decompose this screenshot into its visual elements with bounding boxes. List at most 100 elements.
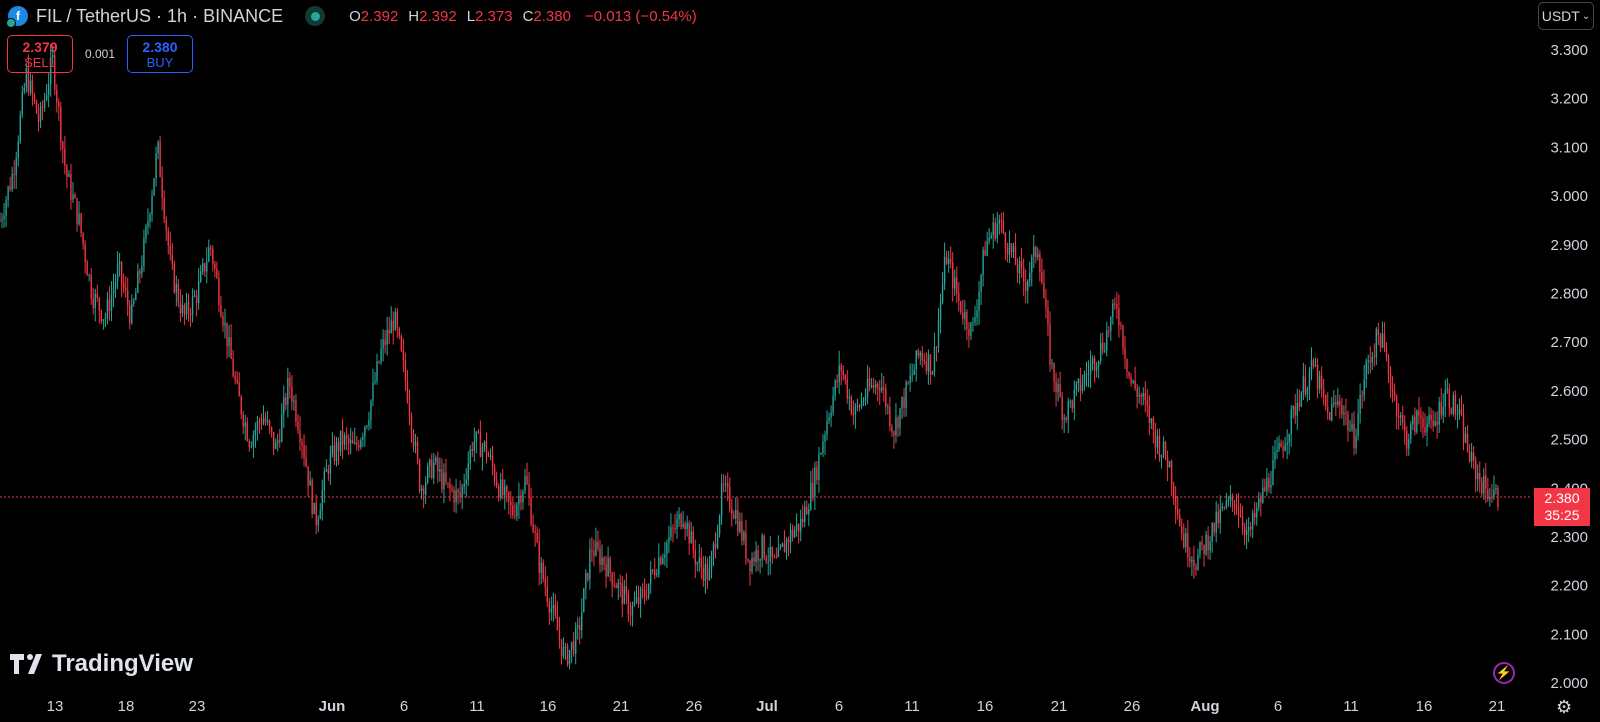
candle-body <box>893 432 895 436</box>
lightning-icon[interactable]: ⚡ <box>1493 662 1515 684</box>
candle-body <box>1355 435 1357 448</box>
candle-body <box>947 259 950 264</box>
candle-body <box>1458 409 1461 415</box>
candle-body <box>1493 489 1495 498</box>
candle-body <box>840 365 842 371</box>
candle-body <box>408 401 411 416</box>
price-axis-label: 3.100 <box>1550 139 1588 156</box>
candle-body <box>260 422 263 424</box>
candle-body <box>617 582 619 589</box>
candle-body <box>583 588 585 613</box>
time-axis[interactable]: 13 18 23 Jun 6 11 16 21 26 Jul 6 11 16 21 26 Aug 6 11 16 21 <box>47 698 1506 715</box>
candle-body <box>688 523 690 544</box>
candle-body <box>1055 381 1057 392</box>
candle-body <box>1193 559 1195 567</box>
candle-body <box>139 270 141 274</box>
candle-body <box>1031 256 1033 273</box>
candle-body <box>451 488 453 491</box>
candle-body <box>1349 429 1351 431</box>
candle-body <box>771 546 773 558</box>
candle-body <box>1491 497 1493 499</box>
candle-body <box>0 220 1 222</box>
candle-body <box>185 301 188 315</box>
candle-body <box>787 539 790 543</box>
candle-body <box>1112 303 1114 318</box>
candle-body <box>242 414 244 427</box>
candle-body <box>1278 443 1280 450</box>
candle-body <box>309 480 311 486</box>
candle-body <box>1442 406 1444 416</box>
tradingview-logo[interactable]: TradingView <box>10 650 193 678</box>
candle-body <box>1481 481 1483 494</box>
candle-body <box>206 261 208 272</box>
candle-body <box>834 380 836 396</box>
candle-body <box>1438 401 1440 425</box>
candle-body <box>1416 410 1418 432</box>
candle-body <box>631 604 634 616</box>
candle-body <box>700 557 703 568</box>
candle-body <box>222 316 224 326</box>
buy-button[interactable]: 2.380 BUY <box>127 35 193 73</box>
candle-body <box>572 641 575 654</box>
candle-body <box>1474 460 1477 479</box>
candle-body <box>1114 303 1116 305</box>
candle-body <box>443 472 445 490</box>
candle-body <box>593 551 595 556</box>
candle-body <box>236 380 238 383</box>
candle-body <box>1387 357 1390 375</box>
candle-body <box>1276 449 1278 452</box>
candle-body <box>1485 475 1487 489</box>
candle-body <box>1365 361 1367 380</box>
candle-body <box>781 543 784 547</box>
candle-body <box>7 186 9 201</box>
candle-body <box>301 441 303 445</box>
price-axis[interactable]: 3.300 3.200 3.100 3.000 2.900 2.800 2.700 2.600… <box>1550 42 1588 692</box>
candle-body <box>885 388 887 407</box>
candle-body <box>102 319 105 322</box>
candle-body <box>92 298 94 308</box>
sell-button[interactable]: 2.379 SELL <box>7 35 73 73</box>
candle-body <box>887 406 889 408</box>
candle-body <box>698 557 701 563</box>
filecoin-icon[interactable]: f <box>6 6 28 28</box>
candle-body <box>820 453 822 455</box>
candle-body <box>161 176 163 198</box>
candle-body <box>818 454 820 481</box>
candle-body <box>204 263 206 272</box>
symbol-title[interactable]: FIL / TetherUS · 1h · BINANCE <box>36 5 284 26</box>
currency-select[interactable]: USDT ⌄ <box>1538 2 1594 30</box>
candle-body <box>477 431 480 433</box>
candle-body <box>422 488 425 495</box>
candle-body <box>459 492 461 497</box>
candle-body <box>435 457 437 463</box>
candle-body <box>1428 414 1430 424</box>
candle-body <box>508 491 510 502</box>
candle-body <box>1233 500 1236 507</box>
candle-body <box>607 558 609 577</box>
candle-body <box>684 523 686 530</box>
candle-body <box>197 281 200 304</box>
candle-body <box>1432 420 1434 427</box>
candle-body <box>1083 374 1086 385</box>
candle-body <box>656 573 658 576</box>
candle-body <box>905 382 907 408</box>
candle-body <box>538 542 540 573</box>
candle-body <box>1286 442 1288 445</box>
candle-body <box>765 557 767 562</box>
settings-gear-icon[interactable]: ⚙ <box>1556 697 1573 717</box>
time-axis-label: 23 <box>189 698 206 715</box>
candle-body <box>283 397 285 415</box>
candle-body <box>1292 406 1294 409</box>
candle-body <box>319 510 321 519</box>
candle-body <box>929 354 932 375</box>
market-status-icon[interactable] <box>305 6 326 26</box>
candle-body <box>564 646 567 648</box>
open-value: 2.392 <box>360 7 399 25</box>
candle-body <box>1262 487 1264 503</box>
candle-body <box>1172 484 1175 497</box>
candle-body <box>980 274 982 292</box>
chevron-down-icon: ⌄ <box>1581 10 1591 22</box>
candle-body <box>741 521 743 541</box>
candle-body <box>1389 374 1392 390</box>
